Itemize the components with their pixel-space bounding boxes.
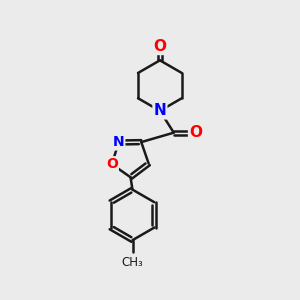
Text: O: O [153, 39, 167, 54]
Text: CH₃: CH₃ [122, 256, 143, 269]
Text: N: N [154, 103, 166, 118]
Text: N: N [113, 136, 124, 149]
Text: O: O [189, 125, 202, 140]
Text: O: O [106, 157, 118, 171]
